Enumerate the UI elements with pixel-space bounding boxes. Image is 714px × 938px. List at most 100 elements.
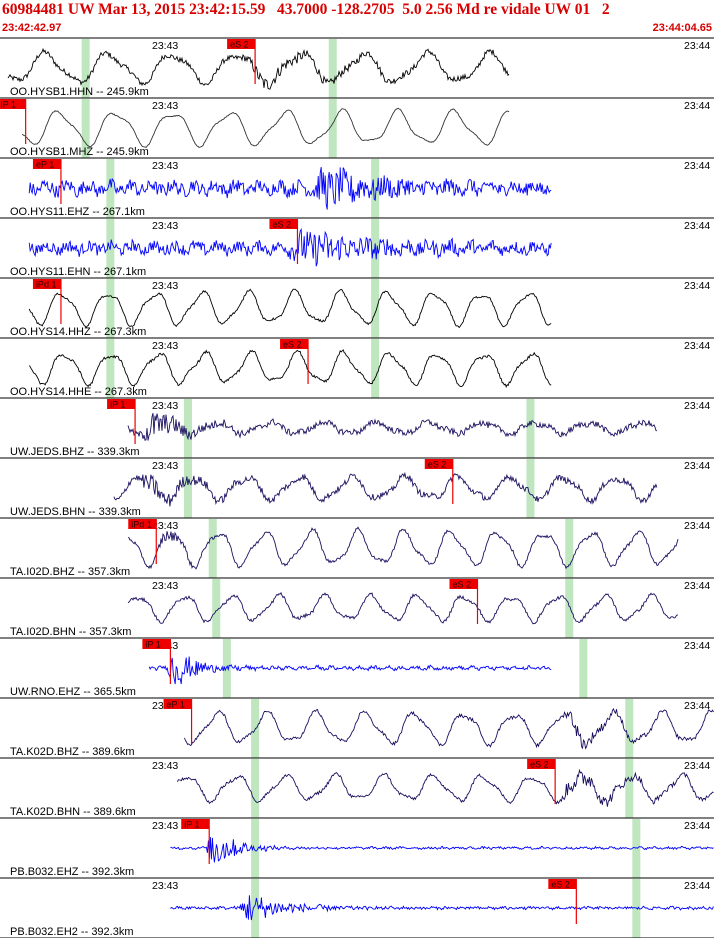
- minute-tick-label: 23:43: [152, 580, 178, 592]
- channel-label: OO.HYSB1.MHZ -- 245.9km: [10, 146, 149, 158]
- waveform-trace: [170, 895, 714, 921]
- phase-pick-flag: [0, 99, 26, 109]
- minute-tick-label: 23:43: [152, 400, 178, 412]
- phase-window-band: [212, 579, 221, 638]
- minute-tick-label: 23:43: [152, 220, 178, 232]
- channel-label: TA.I02D.BHZ -- 357.3km: [10, 566, 130, 578]
- minute-tick-label: 23:44: [684, 280, 710, 292]
- channel-label: UW.JEDS.BHZ -- 339.3km: [10, 446, 140, 458]
- phase-window-band: [625, 699, 634, 758]
- minute-tick-label: 23:44: [684, 760, 710, 772]
- phase-pick-flag: [269, 219, 298, 229]
- phase-pick-label: iPd 1: [36, 280, 57, 290]
- minute-tick-label: 23:44: [684, 460, 710, 472]
- minute-tick-label: 23:44: [684, 160, 710, 172]
- minute-tick-label: 23:44: [684, 820, 710, 832]
- channel-panel: 23:43 23:44 eS 2 TA.I02D.BHN -- 357.3km: [0, 577, 714, 638]
- phase-window-band: [184, 459, 193, 518]
- phase-pick-flag: [424, 459, 453, 469]
- channel-panel: 23:43 23:44 eS 2 OO.HYS11.EHN -- 267.1km: [0, 217, 714, 278]
- minute-tick-label: 23:44: [684, 40, 710, 52]
- minute-tick-label: 23:43: [152, 760, 178, 772]
- phase-window-band: [106, 159, 115, 218]
- channel-panel: 23:43 23:44 eS 2 OO.HYSB1.HHN -- 245.9km: [0, 37, 714, 98]
- phase-window-band: [251, 759, 260, 818]
- minute-tick-label: 23:43: [152, 340, 178, 352]
- channel-label: TA.K02D.BHN -- 389.6km: [10, 806, 136, 818]
- phase-window-band: [632, 819, 641, 878]
- phase-pick-label: iP 1: [145, 640, 160, 650]
- time-end: 23:44:04.65: [652, 22, 712, 34]
- waveform-trace: [170, 837, 714, 863]
- phase-pick-flag: [142, 639, 171, 649]
- phase-window-band: [526, 459, 535, 518]
- minute-tick-label: 23:43: [152, 280, 178, 292]
- minute-tick-label: 23:44: [684, 640, 710, 652]
- channel-label: OO.HYS14.HHZ -- 267.3km: [10, 326, 146, 338]
- minute-tick-label: 23:44: [684, 220, 710, 232]
- minute-tick-label: 23:44: [684, 100, 710, 112]
- phase-pick-label: eS 2: [452, 580, 471, 590]
- phase-pick-label: iP 1: [184, 820, 199, 830]
- phase-pick-flag: [32, 159, 61, 169]
- phase-pick-flag: [227, 39, 256, 49]
- channel-label: UW.RNO.EHZ -- 365.5km: [10, 686, 136, 698]
- waveform-trace: [7, 47, 510, 90]
- phase-window-band: [251, 819, 260, 878]
- channel-label: OO.HYS11.EHZ -- 267.1km: [10, 206, 145, 218]
- phase-window-band: [526, 399, 535, 458]
- phase-pick-label: eP 1: [167, 700, 185, 710]
- minute-tick-label: 23:44: [684, 520, 710, 532]
- waveform-trace: [113, 471, 658, 507]
- phase-pick-flag: [548, 879, 577, 889]
- phase-window-band: [106, 279, 115, 338]
- minute-tick-label: 23:43: [152, 160, 178, 172]
- waveform-trace: [28, 349, 552, 388]
- phase-pick-flag: [449, 579, 478, 589]
- phase-window-band: [371, 339, 380, 398]
- seismogram-header: 60984481 UW Mar 13, 2015 23:42:15.59 43.…: [0, 0, 714, 37]
- channel-panel: 23:43 23:44 iP 1 UW.JEDS.BHZ -- 339.3km: [0, 397, 714, 458]
- minute-tick-label: 23:44: [684, 340, 710, 352]
- time-start: 23:42:42.97: [2, 22, 62, 34]
- minute-tick-label: 23:44: [684, 400, 710, 412]
- channel-panel: 23:43 23:44 eS 2 UW.JEDS.BHN -- 339.3km: [0, 457, 714, 518]
- phase-pick-label: iP 1: [1, 100, 16, 110]
- phase-window-band: [208, 519, 217, 578]
- phase-pick-flag: [163, 699, 192, 709]
- channel-label: PB.B032.EHZ -- 392.3km: [10, 866, 134, 878]
- channel-label: TA.I02D.BHN -- 357.3km: [10, 626, 131, 638]
- channel-label: OO.HYS11.EHN -- 267.1km: [10, 266, 146, 278]
- phase-pick-label: iP 1: [110, 400, 125, 410]
- phase-window-band: [579, 639, 588, 698]
- minute-tick-label: 23:43: [152, 40, 178, 52]
- phase-window-band: [328, 99, 337, 158]
- phase-window-band: [251, 879, 260, 938]
- channel-label: TA.K02D.BHZ -- 389.6km: [10, 746, 135, 758]
- phase-pick-label: eS 2: [230, 40, 249, 50]
- phase-pick-label: eS 2: [428, 460, 447, 470]
- phase-pick-flag: [527, 759, 556, 769]
- channel-label: OO.HYSB1.HHN -- 245.9km: [10, 86, 149, 98]
- phase-window-band: [184, 399, 193, 458]
- waveform-trace: [28, 288, 552, 329]
- phase-pick-label: eS 2: [551, 880, 570, 890]
- event-title: 60984481 UW Mar 13, 2015 23:42:15.59 43.…: [2, 1, 610, 18]
- waveform-trace: [176, 768, 714, 807]
- waveform-trace: [184, 707, 714, 750]
- phase-window-band: [371, 159, 380, 218]
- phase-pick-flag: [107, 399, 136, 409]
- channel-panel: 23:43 23:44 eS 2 OO.HYS14.HHE -- 267.3km: [0, 337, 714, 398]
- phase-window-band: [222, 639, 231, 698]
- minute-tick-label: 23:43: [152, 520, 178, 532]
- channel-panel: 23:43 23:44 eS 2 PB.B032.EH2 -- 392.3km: [0, 877, 714, 938]
- minute-tick-label: 23:43: [152, 460, 178, 472]
- phase-window-band: [625, 759, 634, 818]
- phase-window-band: [371, 279, 380, 338]
- waveform-trace: [28, 227, 552, 267]
- minute-tick-label: 23:43: [152, 820, 178, 832]
- phase-pick-flag: [32, 279, 61, 289]
- phase-pick-label: iPd 1: [131, 520, 152, 530]
- minute-tick-label: 23:44: [684, 880, 710, 892]
